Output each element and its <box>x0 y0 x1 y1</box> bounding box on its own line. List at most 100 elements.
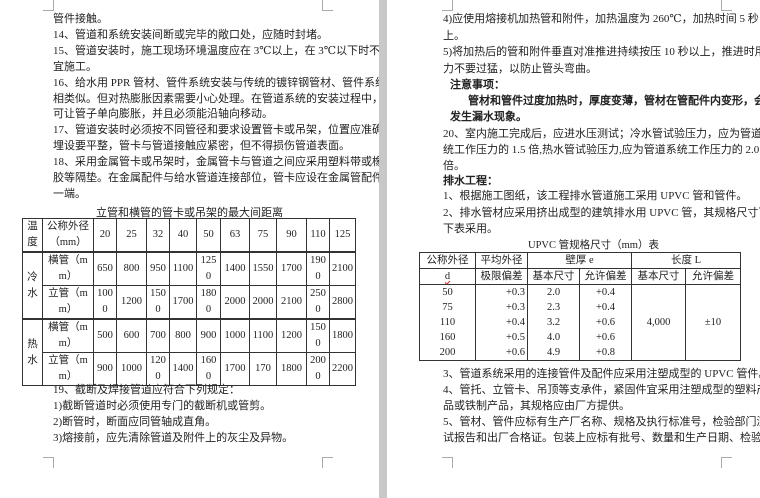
table-cell: 1550 <box>249 251 277 286</box>
text-line: 16、给水用 PPR 管材、管件系统安装与传统的镀锌钢管材、管件系统 <box>53 76 387 89</box>
table-row: 热水 横管（mm） 500 600 700 800 900 1000 1100 1200 1500 1… <box>22 318 356 386</box>
header-nominal-diameter: 公称外径（mm） <box>42 218 94 253</box>
table-cell: 1000 <box>220 318 250 353</box>
table-cell: 1500 <box>146 285 170 320</box>
pipe-support-spacing-table: 温度 公称外径（mm） 20 25 32 40 50 63 75 90 110 125 冷水 横管（mm）… <box>22 218 356 386</box>
length-basic-cell: 4,000 <box>631 284 687 361</box>
header-basic: 基本尺寸 <box>527 268 580 285</box>
header-size: 125 <box>329 218 356 253</box>
table-cell: 2200 <box>329 352 356 386</box>
header-basic: 基本尺寸 <box>631 268 687 285</box>
text-line: 力不要过猛，以防止管头弯曲。 <box>443 62 597 75</box>
upvc-pipe-spec-table: 公称外径 平均外径 壁厚 e 长度 L d 极限偏差 基本尺寸 允许偏差 基本尺… <box>419 252 742 361</box>
table-cell: 2000 <box>249 285 277 320</box>
table-cell: 1700 <box>169 285 197 320</box>
header-dn: 公称外径 <box>419 252 476 269</box>
table-cell: 110 <box>419 315 476 330</box>
notice-title: 注意事项： <box>450 79 505 91</box>
table-cell: 200 <box>419 345 476 361</box>
text-line: 品或铁制产品，其规格应由厂方提供。 <box>443 400 630 412</box>
text-line: 3)熔接前，应先清除管道及附件上的灰尘及异物。 <box>53 432 294 444</box>
table-row: 75 +0.3 2.3 +0.4 <box>419 300 741 315</box>
text-line: 统工作压力的 1.5 倍,热水管试验压力,应为管道系统工作压力的 2.0 <box>443 144 760 156</box>
text-line: 17、管道安装时必须按不同管径和要求设置管卡或吊架，位置应准确， <box>53 124 394 137</box>
table-cell: 2100 <box>329 251 356 286</box>
text-line: 4)应使用熔接机加热管和附件，加热温度为 260℃，加热时间 5 秒以 <box>443 13 760 25</box>
table-header-row: 温度 公称外径（mm） 20 25 32 40 50 63 75 90 110 125 <box>22 218 356 253</box>
text-line: 3、管道系统采用的连接管件及配件应采用注塑成型的 UPVC 管件。 <box>443 368 760 380</box>
table-cell: 1100 <box>169 251 197 286</box>
table-cell: 2500 <box>306 285 330 320</box>
header-size: 110 <box>306 218 330 253</box>
table-cell: 50 <box>419 284 476 300</box>
table-cell: +0.3 <box>475 300 528 315</box>
text-line: 4、管托、立管卡、吊顶等支承件，紧固件宜采用注塑成型的塑料产 <box>443 384 760 396</box>
text-line: 2、排水管材应采用挤出成型的建筑排水用 UPVC 管，其规格尺寸可按 <box>443 206 760 219</box>
table-cell: 1000 <box>116 352 147 386</box>
table-caption: 立管和横管的管卡或吊架的最大间距离 <box>96 207 283 219</box>
text-line: 1、根据施工图纸，该工程排水管道施工采用 UPVC 管和管件。 <box>443 190 748 202</box>
table-cell: +0.4 <box>578 284 633 300</box>
text-line: 管件接触。 <box>53 13 108 25</box>
table-cell: 1800 <box>196 285 221 320</box>
table-row: 200 +0.6 4.9 +0.8 <box>419 345 741 361</box>
table-cell: 1200 <box>276 318 307 353</box>
row-label: 立管（mm） <box>42 352 94 386</box>
notice-text: 发生漏水现象。 <box>450 111 527 123</box>
text-line: 埋设要平整，管卡与管道接触应紧密，但不得损伤管道表面。 <box>53 140 350 153</box>
table-row: 立管（mm） 1000 1200 1500 1700 1800 2000 2000 2100 25… <box>23 285 356 320</box>
header-size: 20 <box>93 218 117 253</box>
header-wall: 壁厚 e <box>526 252 633 269</box>
table-cell: 4.9 <box>527 345 580 361</box>
table-cell: 950 <box>146 251 170 286</box>
table-cell: 4.0 <box>527 330 580 345</box>
table-cell: 500 <box>93 318 117 353</box>
text-line: 可让管子单向膨胀，并且必须能沿轴向移动。 <box>53 108 273 121</box>
table-cell: +0.8 <box>578 345 633 361</box>
header-length: 长度 L <box>631 252 742 269</box>
table-cell: 1400 <box>220 251 250 286</box>
margin-corner-mark <box>442 457 453 468</box>
text-line: 相类似。但对热膨胀因素需要小心处理。在管道系统的安装过程中， <box>53 92 383 105</box>
header-size: 32 <box>146 218 170 253</box>
notice-text: 管材和管件过度加热时，厚度变薄，管材在管配件内变形，会 <box>468 95 760 107</box>
text-line: 下表采用。 <box>443 223 498 235</box>
table-cell: 800 <box>116 251 147 286</box>
table-cell: 1600 <box>196 352 221 386</box>
table-cell: 1200 <box>146 352 170 386</box>
text-line: 2)断管时，断面应同管轴成直角。 <box>53 416 217 428</box>
table-cell: 900 <box>196 318 221 353</box>
table-cell: 1000 <box>93 285 117 320</box>
length-tol-cell: ±10 <box>685 284 742 361</box>
header-temperature: 温度 <box>22 218 43 253</box>
table-cell: +0.3 <box>475 284 528 300</box>
table-cell: 1100 <box>249 318 277 353</box>
table-cell: 700 <box>146 318 170 353</box>
table-cell: +0.5 <box>475 330 528 345</box>
header-size: 40 <box>169 218 197 253</box>
table-cell: 1700 <box>276 251 307 286</box>
text-line: 一端。 <box>53 187 86 200</box>
table-cell: +0.6 <box>578 315 633 330</box>
table-cell: 1200 <box>116 285 147 320</box>
text-line: 胶等隔垫。在金属配件与给水管道连接部位，管卡应设在金属管配件 <box>53 172 383 184</box>
text-line: 倍。 <box>443 160 465 172</box>
text-line: 宜施工。 <box>53 60 97 73</box>
header-limit-dev: 极限偏差 <box>475 268 528 285</box>
text-line: 15、管道安装时，施工现场环境温度应在 3℃以上，在 3℃以下时不 <box>53 44 381 57</box>
table-cell: 160 <box>419 330 476 345</box>
table-cell: 2.0 <box>527 284 580 300</box>
table-cell: 1400 <box>169 352 197 386</box>
row-label: 立管（mm） <box>42 285 94 320</box>
table-cell: +0.4 <box>475 315 528 330</box>
table-cell: 1800 <box>276 352 307 386</box>
group-label: 热水 <box>22 318 43 386</box>
text-line: 5)将加热后的管和附件垂直对准推进持续按压 10 秒以上，推进时用 <box>443 46 760 58</box>
table-cell: 1500 <box>306 318 330 353</box>
margin-corner-mark <box>721 457 732 468</box>
header-size: 50 <box>196 218 221 253</box>
header-mean-od: 平均外径 <box>475 252 528 269</box>
table-caption: UPVC 管规格尺寸（mm）表 <box>528 240 659 251</box>
table-row: 160 +0.5 4.0 +0.6 <box>419 330 741 345</box>
text-line: 5、管材、管件应标有生产厂名称、规格及执行标准号，检验部门测 <box>443 416 760 428</box>
